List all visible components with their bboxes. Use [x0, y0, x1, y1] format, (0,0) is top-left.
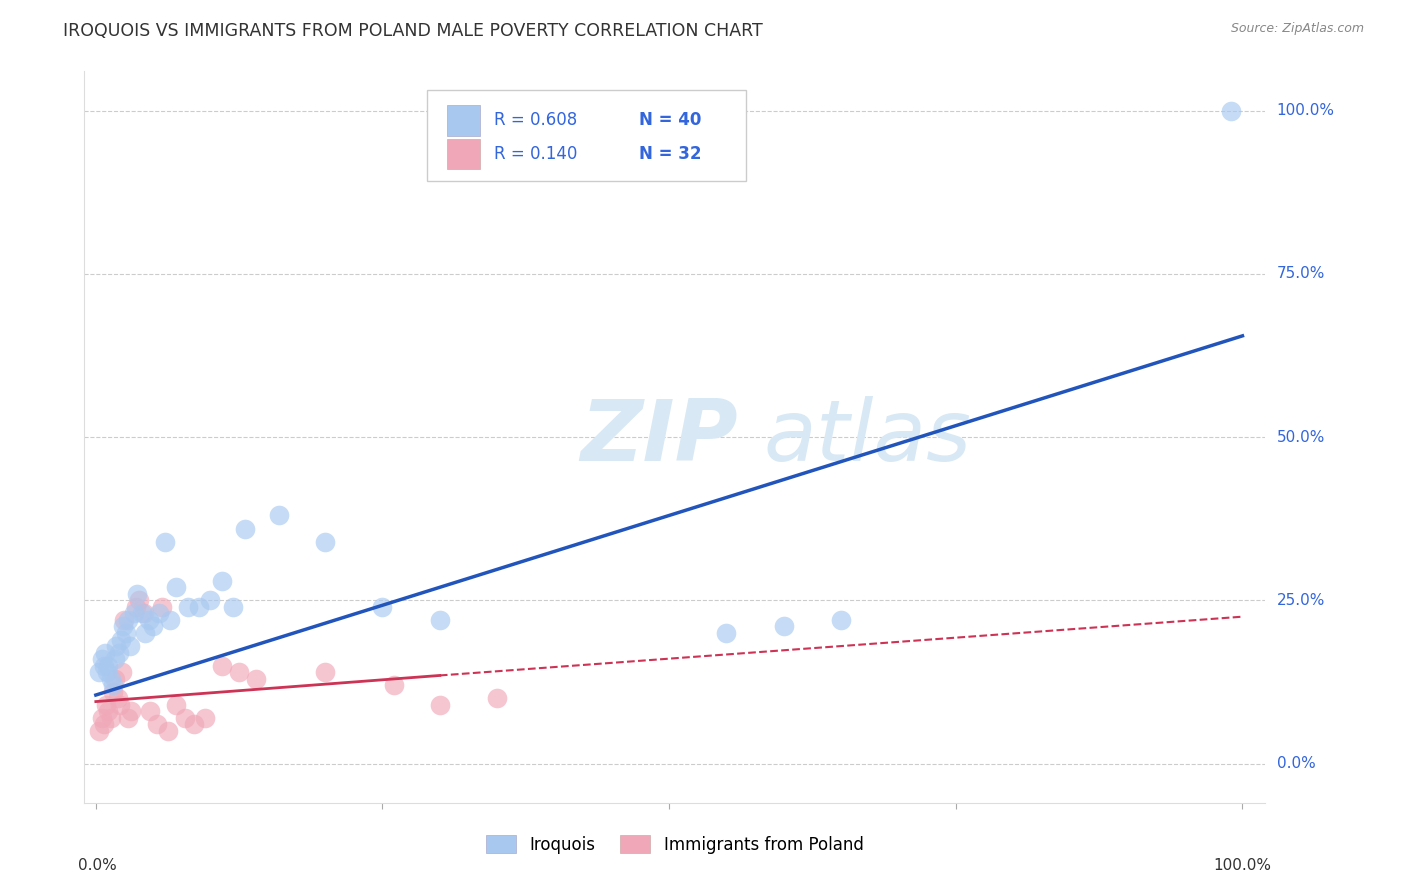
- Point: [122, 607, 145, 621]
- Point: [142, 619, 165, 633]
- Point: [111, 665, 134, 680]
- FancyBboxPatch shape: [447, 138, 479, 169]
- Point: [222, 599, 245, 614]
- Point: [114, 613, 136, 627]
- FancyBboxPatch shape: [447, 105, 479, 136]
- Text: IROQUOIS VS IMMIGRANTS FROM POLAND MALE POVERTY CORRELATION CHART: IROQUOIS VS IMMIGRANTS FROM POLAND MALE …: [63, 22, 763, 40]
- Point: [150, 599, 173, 614]
- Point: [157, 723, 180, 738]
- Point: [830, 613, 852, 627]
- Point: [104, 652, 127, 666]
- Point: [120, 705, 142, 719]
- Point: [97, 705, 120, 719]
- Point: [314, 665, 336, 680]
- Text: 0.0%: 0.0%: [1277, 756, 1315, 771]
- Point: [486, 691, 509, 706]
- Point: [100, 672, 122, 686]
- Point: [125, 599, 148, 614]
- Point: [101, 678, 124, 692]
- Point: [138, 613, 160, 627]
- Point: [159, 613, 181, 627]
- Point: [138, 705, 160, 719]
- Point: [107, 646, 129, 660]
- Point: [165, 698, 187, 712]
- Point: [134, 626, 156, 640]
- Point: [314, 534, 336, 549]
- Point: [117, 613, 139, 627]
- Text: 50.0%: 50.0%: [1277, 430, 1324, 444]
- Point: [112, 619, 135, 633]
- Point: [117, 711, 139, 725]
- Text: 75.0%: 75.0%: [1277, 267, 1324, 281]
- Text: R = 0.140: R = 0.140: [494, 145, 578, 163]
- Text: N = 40: N = 40: [640, 112, 702, 129]
- Point: [245, 672, 267, 686]
- Point: [211, 658, 233, 673]
- Point: [233, 521, 256, 535]
- Point: [94, 646, 117, 660]
- Point: [107, 691, 129, 706]
- Point: [127, 587, 149, 601]
- Point: [110, 632, 132, 647]
- Point: [108, 698, 131, 712]
- Point: [429, 698, 451, 712]
- Point: [89, 665, 111, 680]
- Point: [97, 658, 120, 673]
- Point: [165, 580, 187, 594]
- Legend: Iroquois, Immigrants from Poland: Iroquois, Immigrants from Poland: [479, 829, 870, 860]
- Point: [145, 717, 167, 731]
- Text: 0.0%: 0.0%: [79, 858, 117, 872]
- Point: [371, 599, 394, 614]
- Point: [89, 723, 111, 738]
- Point: [93, 658, 115, 673]
- Text: atlas: atlas: [763, 395, 972, 479]
- Point: [93, 717, 115, 731]
- Point: [104, 672, 127, 686]
- Point: [132, 607, 155, 621]
- Point: [1220, 103, 1243, 118]
- Point: [105, 639, 128, 653]
- Point: [153, 534, 176, 549]
- Point: [269, 508, 291, 523]
- Point: [429, 613, 451, 627]
- Point: [211, 574, 233, 588]
- Text: 100.0%: 100.0%: [1277, 103, 1334, 118]
- Point: [183, 717, 205, 731]
- Point: [174, 711, 197, 725]
- Point: [194, 711, 217, 725]
- Point: [128, 593, 150, 607]
- Point: [100, 711, 122, 725]
- Point: [101, 685, 124, 699]
- Point: [148, 607, 170, 621]
- Point: [96, 665, 118, 680]
- Text: N = 32: N = 32: [640, 145, 702, 163]
- Point: [188, 599, 211, 614]
- Text: R = 0.608: R = 0.608: [494, 112, 578, 129]
- Point: [90, 652, 112, 666]
- Text: ZIP: ZIP: [581, 395, 738, 479]
- Text: 25.0%: 25.0%: [1277, 593, 1324, 607]
- Text: 100.0%: 100.0%: [1213, 858, 1271, 872]
- Point: [120, 639, 142, 653]
- Point: [131, 607, 153, 621]
- Text: Source: ZipAtlas.com: Source: ZipAtlas.com: [1230, 22, 1364, 36]
- Point: [382, 678, 405, 692]
- Point: [228, 665, 250, 680]
- Point: [716, 626, 738, 640]
- Point: [176, 599, 198, 614]
- Point: [114, 626, 136, 640]
- Point: [200, 593, 222, 607]
- Point: [90, 711, 112, 725]
- FancyBboxPatch shape: [427, 90, 745, 181]
- Point: [772, 619, 794, 633]
- Point: [94, 698, 117, 712]
